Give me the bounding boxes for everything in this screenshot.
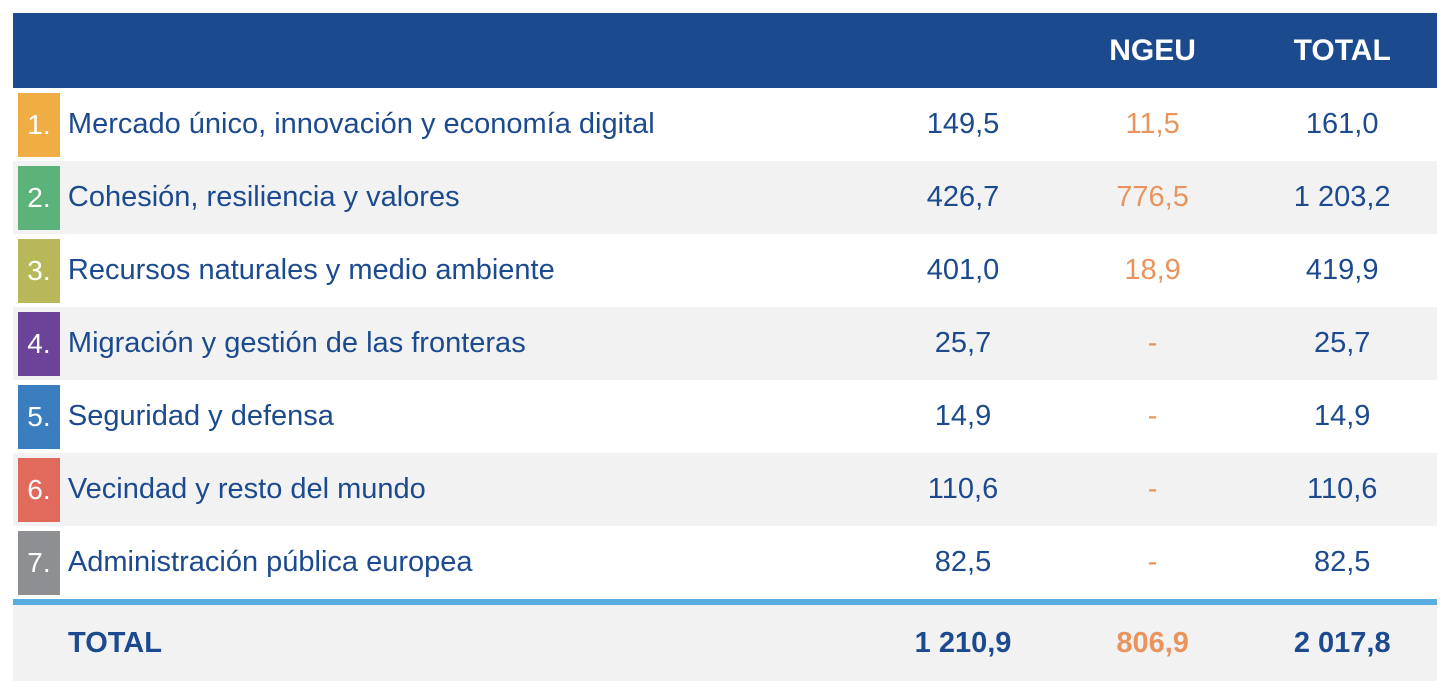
cell-mfp: 82,5 bbox=[934, 546, 992, 578]
row-label: Cohesión, resiliencia y valores bbox=[67, 181, 460, 213]
row-number-badge: 7. bbox=[18, 530, 60, 595]
cell-total: 419,9 bbox=[1305, 254, 1379, 286]
cell-total: 25,7 bbox=[1313, 327, 1371, 359]
row-label: Vecindad y resto del mundo bbox=[67, 473, 426, 505]
cell-ngeu: 18,9 bbox=[1124, 254, 1181, 286]
table-row: 2. Cohesión, resiliencia y valores 426,7… bbox=[13, 161, 1437, 234]
cell-ngeu: - bbox=[1147, 473, 1158, 505]
row-number-badge: 5. bbox=[18, 384, 60, 449]
cell-total: 14,9 bbox=[1313, 400, 1371, 432]
row-label: Migración y gestión de las fronteras bbox=[67, 327, 526, 359]
total-total: 2 017,8 bbox=[1293, 626, 1391, 659]
cell-total: 161,0 bbox=[1305, 108, 1379, 140]
cell-ngeu: - bbox=[1147, 400, 1158, 432]
header-ngeu: NGEU bbox=[1109, 33, 1196, 67]
cell-mfp: 401,0 bbox=[926, 254, 1000, 286]
header-mfp: MFP bbox=[931, 33, 995, 67]
total-mfp: 1 210,9 bbox=[914, 626, 1012, 659]
row-number-badge: 6. bbox=[18, 457, 60, 522]
cell-ngeu: - bbox=[1147, 327, 1158, 359]
row-label: Mercado único, innovación y economía dig… bbox=[67, 108, 655, 140]
table-row: 4. Migración y gestión de las fronteras … bbox=[13, 307, 1437, 380]
cell-ngeu: 11,5 bbox=[1125, 108, 1180, 140]
cell-mfp: 110,6 bbox=[927, 473, 999, 505]
cell-total: 110,6 bbox=[1306, 473, 1378, 505]
cell-mfp: 149,5 bbox=[926, 108, 1000, 140]
table-header: MFP NGEU TOTAL bbox=[13, 13, 1437, 88]
total-divider bbox=[13, 599, 1437, 605]
table-row: 6. Vecindad y resto del mundo 110,6 - 11… bbox=[13, 453, 1437, 526]
table-row: 5. Seguridad y defensa 14,9 - 14,9 bbox=[13, 380, 1437, 453]
total-ngeu: 806,9 bbox=[1116, 626, 1189, 659]
row-label: Seguridad y defensa bbox=[67, 400, 334, 432]
table-row: 3. Recursos naturales y medio ambiente 4… bbox=[13, 234, 1437, 307]
cell-ngeu: 776,5 bbox=[1116, 181, 1189, 213]
row-number-badge: 1. bbox=[18, 92, 60, 157]
cell-total: 1 203,2 bbox=[1293, 181, 1391, 213]
row-label: Recursos naturales y medio ambiente bbox=[67, 254, 555, 286]
cell-mfp: 14,9 bbox=[934, 400, 992, 432]
header-total: TOTAL bbox=[1293, 33, 1391, 67]
row-label: Administración pública europea bbox=[67, 546, 473, 578]
total-row: TOTAL 1 210,9 806,9 2 017,8 bbox=[13, 605, 1437, 681]
table-row: 7. Administración pública europea 82,5 -… bbox=[13, 526, 1437, 599]
cell-total: 82,5 bbox=[1313, 546, 1371, 578]
row-number-badge: 4. bbox=[18, 311, 60, 376]
total-label: TOTAL bbox=[68, 626, 162, 659]
row-number-badge: 2. bbox=[18, 165, 60, 230]
budget-table: MFP NGEU TOTAL 1. Mercado único, innovac… bbox=[13, 13, 1437, 681]
cell-ngeu: - bbox=[1147, 546, 1158, 578]
cell-mfp: 25,7 bbox=[934, 327, 992, 359]
cell-mfp: 426,7 bbox=[926, 181, 1000, 213]
table-row: 1. Mercado único, innovación y economía … bbox=[13, 88, 1437, 161]
row-number-badge: 3. bbox=[18, 238, 60, 303]
